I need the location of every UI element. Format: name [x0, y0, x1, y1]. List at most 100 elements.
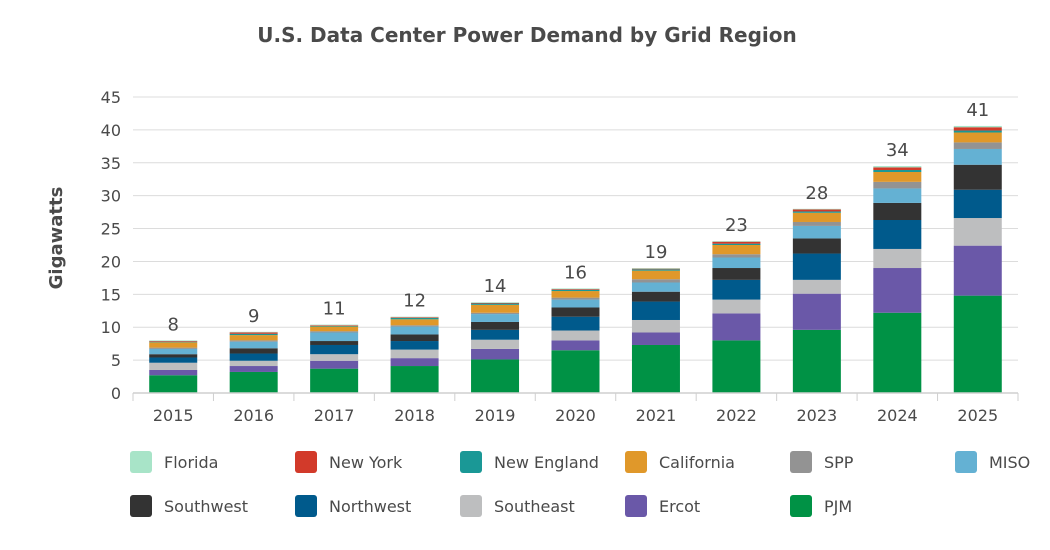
bar-segment-california	[551, 291, 600, 298]
bar-segment-southeast	[792, 279, 841, 294]
bar-segment-spp	[712, 254, 761, 258]
bar-segment-new-york	[712, 241, 761, 244]
y-tick-label: 45	[101, 88, 121, 107]
bar-segment-southeast	[631, 319, 680, 333]
total-label: 8	[168, 314, 179, 335]
legend-item: Northwest	[295, 495, 411, 517]
legend-item: Southwest	[130, 495, 248, 517]
bar-segment-pjm	[471, 359, 520, 393]
bar-segment-ercot	[310, 360, 359, 369]
bar-segment-southeast	[229, 360, 278, 367]
bar-segment-pjm	[229, 371, 278, 393]
bar-segment-southeast	[712, 299, 761, 314]
legend-label: SPP	[824, 453, 854, 472]
bar-segment-california	[310, 326, 359, 332]
legend-item: Ercot	[625, 495, 700, 517]
bar-segment-pjm	[149, 375, 198, 393]
bar-segment-pjm	[953, 295, 1002, 393]
y-tick-label: 40	[101, 121, 121, 140]
bar-segment-ercot	[631, 332, 680, 345]
legend-label: Florida	[164, 453, 218, 472]
x-tick-label: 2021	[636, 406, 677, 425]
bar-segment-california	[471, 304, 520, 313]
bar-segment-california	[229, 335, 278, 341]
bar-segment-spp	[471, 312, 520, 315]
bar-segment-ercot	[953, 245, 1002, 296]
bar-segment-northwest	[229, 353, 278, 361]
bar-segment-ercot	[792, 293, 841, 330]
bar-segment-southwest	[310, 341, 359, 345]
legend-swatch	[460, 495, 482, 517]
bar-segment-miso	[953, 148, 1002, 165]
bar-segment-southwest	[712, 268, 761, 280]
bar-segment-miso	[712, 257, 761, 269]
bar-segment-southwest	[953, 164, 1002, 190]
legend-label: Northwest	[329, 497, 411, 516]
x-tick-label: 2020	[555, 406, 596, 425]
legend-item: New England	[460, 451, 599, 473]
bar-segment-ercot	[149, 369, 198, 376]
y-tick-label: 10	[101, 318, 121, 337]
x-tick-label: 2023	[797, 406, 838, 425]
bar-segment-new-england	[712, 243, 761, 245]
legend-item: SPP	[790, 451, 854, 473]
bar-segment-new-york	[390, 317, 439, 319]
total-label: 12	[403, 291, 426, 312]
bar-segment-spp	[631, 279, 680, 283]
y-tick-label: 15	[101, 285, 121, 304]
x-tick-label: 2025	[957, 406, 998, 425]
bar-segment-new-york	[631, 268, 680, 270]
bar-segment-florida	[471, 302, 520, 303]
legend-swatch	[130, 495, 152, 517]
legend-item: PJM	[790, 495, 852, 517]
bar-segment-florida	[631, 268, 680, 269]
bar-segment-new-england	[953, 130, 1002, 133]
bar-segment-spp	[229, 340, 278, 342]
bar-segment-new-york	[873, 167, 922, 171]
bar-segment-new-york	[149, 341, 198, 342]
bar-segment-pjm	[551, 350, 600, 393]
bar-segment-florida	[792, 208, 841, 210]
bar-segment-northwest	[149, 357, 198, 363]
bar-segment-florida	[390, 316, 439, 318]
bar-segment-new-england	[229, 333, 278, 336]
bar-segment-new-england	[873, 170, 922, 172]
bar-segment-florida	[310, 324, 359, 326]
bar-segment-pjm	[792, 329, 841, 393]
total-label: 19	[645, 242, 668, 263]
bar-segment-new-england	[471, 303, 520, 305]
bar-segment-new-york	[229, 332, 278, 334]
bar-segment-florida	[229, 331, 278, 333]
bar-segment-northwest	[953, 189, 1002, 219]
y-tick-label: 25	[101, 220, 121, 239]
bar-segment-northwest	[792, 253, 841, 280]
legend-label: California	[659, 453, 735, 472]
bar-segment-spp	[310, 331, 359, 333]
bar-segment-miso	[551, 299, 600, 308]
bar-segment-new-england	[390, 318, 439, 320]
bar-segment-miso	[149, 348, 198, 355]
bar-segment-new-york	[551, 289, 600, 290]
bar-segment-southwest	[631, 291, 680, 302]
bar-segment-spp	[390, 325, 439, 327]
bar-segment-new-england	[551, 289, 600, 292]
legend-label: PJM	[824, 497, 852, 516]
bar-segment-southwest	[873, 202, 922, 221]
total-label: 14	[484, 276, 507, 297]
y-axis-label: Gigawatts	[46, 187, 67, 290]
bar-segment-miso	[390, 326, 439, 335]
bar-segment-new-england	[631, 269, 680, 271]
y-tick-label: 0	[111, 384, 121, 403]
legend-swatch	[790, 495, 812, 517]
legend-item: MISO	[955, 451, 1030, 473]
legend-swatch	[625, 451, 647, 473]
bar-segment-northwest	[631, 301, 680, 320]
legend-label: MISO	[989, 453, 1030, 472]
bar-segment-florida	[712, 241, 761, 242]
y-tick-label: 20	[101, 252, 121, 271]
x-tick-label: 2018	[394, 406, 435, 425]
bar-segment-miso	[873, 188, 922, 203]
bar-segment-florida	[551, 288, 600, 290]
bar-segment-southwest	[229, 348, 278, 354]
